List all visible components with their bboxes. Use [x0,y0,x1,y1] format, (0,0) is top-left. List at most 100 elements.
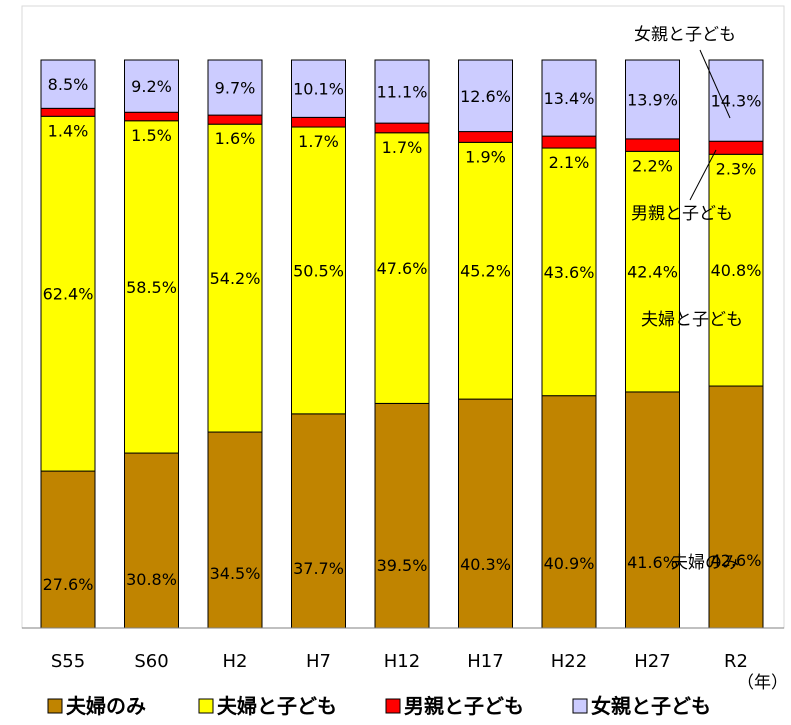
data-label: 2.3% [716,159,757,178]
data-label: 1.5% [131,126,172,145]
annotation-male-parent: 男親と子ども [631,204,733,224]
bar-segment [124,120,179,454]
x-tick-label: S55 [51,651,85,672]
bar-segment [291,59,346,118]
x-tick-label: H2 [223,651,248,672]
bar-segment [40,59,96,109]
data-label: 1.6% [215,129,256,148]
bar-segment [374,402,430,629]
data-labels-layer: 27.6% 62.4% 1.4% 8.5% 30.8% 58.5% 1.5% 9.2% 34.5… [43,75,762,594]
x-tick-label: S60 [134,651,168,672]
bar-segment [207,431,263,629]
legend-swatch [47,698,63,714]
x-tick-label: H22 [551,651,587,672]
bar-segment [40,107,96,117]
legend-swatch [198,698,214,714]
bar-segment [458,398,513,629]
x-axis-unit-label: （年） [737,673,788,693]
bar-segment [625,391,680,629]
legend-swatch [385,698,401,714]
data-label: 50.5% [293,261,344,280]
data-label: 8.5% [48,75,89,94]
data-label: 40.8% [711,261,762,280]
data-label: 47.6% [377,259,428,278]
data-label: 2.1% [549,153,590,172]
x-tick-label: H12 [384,651,420,672]
bar-segment [541,395,597,629]
data-label: 1.7% [298,132,339,151]
bar-segment [291,116,346,128]
data-label: 40.9% [544,554,595,573]
x-tick-label: H7 [306,651,331,672]
bar-segment [124,452,179,629]
bar-segment [458,141,513,400]
bar-segment [541,135,597,149]
bar-segment [625,150,680,393]
bar-segment [124,59,179,113]
bar-segment [291,413,346,629]
data-label: 2.2% [632,156,673,175]
data-label: 54.2% [210,269,261,288]
data-label: 14.3% [711,92,762,111]
annotation-female-parent-leader [699,49,731,119]
bar-segment [541,147,597,397]
bar-segment [708,385,764,629]
bar-segment [625,138,680,152]
legend-swatch [572,698,588,714]
x-tick-label: H27 [634,651,670,672]
data-label: 42.6% [711,551,762,570]
annotation-female-parent: 女親と子ども [634,25,736,45]
data-label: 13.9% [627,90,678,109]
annotation-male-parent-leader [689,149,717,201]
data-label: 58.5% [126,278,177,297]
data-label: 39.5% [377,556,428,575]
data-label: 12.6% [460,87,511,106]
data-label: 1.7% [382,138,423,157]
legend-label: 夫婦と子ども [217,694,337,718]
annotations-layer: 女親と子ども 男親と子ども 夫婦と子ども 夫婦のみ [631,25,743,573]
data-label: 10.1% [293,80,344,99]
bar-segment [541,59,597,137]
data-label: 9.2% [131,77,172,96]
x-tick-labels: S55 S60 H2 H7 H12 H17 H22 H27 R2 [51,651,748,672]
bar-segment [291,126,346,415]
data-label: 1.9% [465,147,506,166]
data-label: 45.2% [460,262,511,281]
bar-segment [625,59,680,140]
bar-segment [374,122,430,134]
bars-layer [40,59,764,629]
bar-segment [708,59,764,142]
legend: 夫婦のみ 夫婦と子ども 男親と子ども 女親と子ども [47,694,711,718]
bar-segment [708,140,764,155]
legend-label: 夫婦のみ [66,694,146,718]
x-tick-label: H17 [467,651,503,672]
data-label: 30.8% [126,570,177,589]
data-label: 42.4% [627,263,678,282]
bar-segment [207,114,263,125]
bar-segment [207,59,263,116]
bar-segment [207,123,263,433]
bar-segment [124,111,179,122]
annotation-couple-children: 夫婦と子ども [641,310,743,330]
data-label: 40.3% [460,555,511,574]
data-label: 34.5% [210,564,261,583]
data-label: 27.6% [43,575,94,594]
data-label: 62.4% [43,285,94,304]
data-label: 9.7% [215,79,256,98]
data-label: 37.7% [293,559,344,578]
bar-segment [40,470,96,629]
data-label: 41.6% [627,553,678,572]
data-label: 43.6% [544,263,595,282]
x-tick-label: R2 [724,651,748,672]
bar-segment [708,153,764,387]
annotation-couple-only: 夫婦のみ [671,553,739,573]
bar-segment [374,59,430,124]
data-label: 13.4% [544,89,595,108]
data-label: 1.4% [48,121,89,140]
legend-label: 女親と子ども [591,694,711,718]
legend-label: 男親と子ども [404,694,524,718]
bar-segment [458,131,513,143]
data-label: 11.1% [377,83,428,102]
